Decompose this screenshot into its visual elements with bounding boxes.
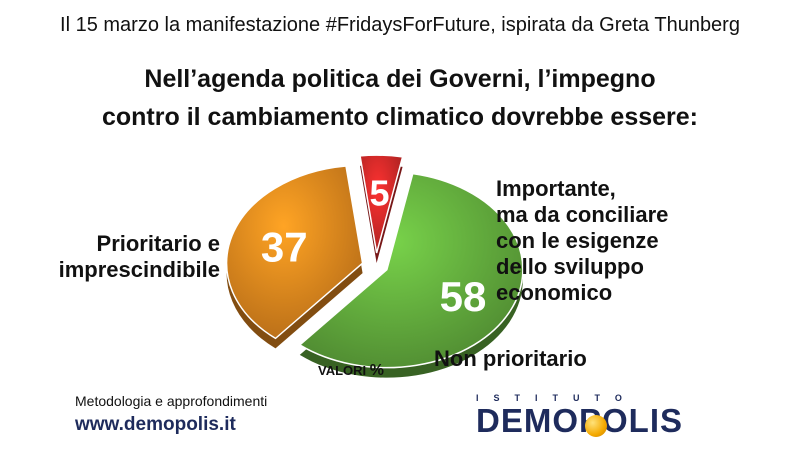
slice-label-line: Importante,	[496, 176, 616, 201]
logo-dot-icon	[585, 415, 607, 437]
unit-text: VALORI	[318, 363, 367, 378]
slice-label-line: Non prioritario	[434, 346, 587, 371]
slice-label-line: Prioritario e	[96, 231, 220, 256]
pie-slice-importante	[225, 165, 364, 340]
slice-label-prioritario: Prioritario e imprescindibile	[40, 231, 220, 283]
title-line-1: Nell’agenda politica dei Governi, l’impe…	[144, 65, 656, 93]
slice-label-line: con le esigenze	[496, 228, 659, 253]
pie-slice-prioritario	[298, 172, 524, 369]
title-line-2: contro il cambiamento climatico dovrebbe…	[101, 103, 699, 131]
unit-label: VALORI %	[318, 362, 384, 380]
chart-subtitle: Il 15 marzo la manifestazione #FridaysFo…	[60, 14, 740, 36]
slice-value-non-prioritario: 5	[370, 172, 390, 213]
slice-label-line: dello sviluppo	[496, 254, 644, 279]
methodology-text: Metodologia e approfondimenti	[75, 393, 268, 409]
demopolis-logo: ISTITUTO DEMOPOLIS	[476, 393, 716, 443]
slice-value-prioritario: 58	[440, 273, 487, 320]
unit-symbol: %	[369, 362, 385, 379]
logo-subtitle: ISTITUTO	[476, 393, 637, 403]
slice-label-non-prioritario: Non prioritario	[434, 346, 654, 372]
slice-label-line: imprescindibile	[58, 257, 220, 282]
chart-title: Nell’agenda politica dei Governi, l’impe…	[0, 60, 800, 136]
slice-label-line: ma da conciliare	[496, 202, 669, 227]
pie-slice-non-prioritario	[359, 154, 404, 254]
logo-wordmark: DEMOPOLIS	[476, 402, 684, 439]
website-link[interactable]: www.demopolis.it	[75, 414, 236, 435]
slice-value-importante: 37	[261, 224, 308, 271]
slice-label-line: economico	[496, 280, 613, 305]
slice-label-importante: Importante, ma da conciliare con le esig…	[496, 176, 736, 306]
